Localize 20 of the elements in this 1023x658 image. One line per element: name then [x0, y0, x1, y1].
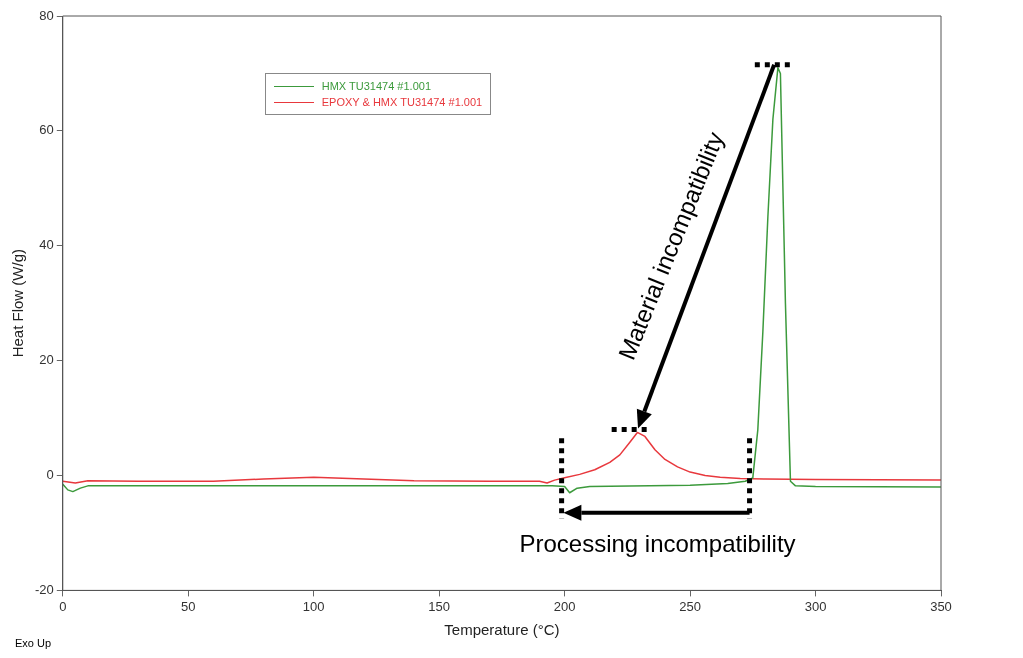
x-tick-label: 250: [679, 598, 701, 614]
y-tick-label: 40: [39, 237, 54, 253]
x-tick-label: 100: [302, 598, 325, 614]
x-tick-label: 350: [930, 598, 952, 614]
y-axis-title: Heat Flow (W/g): [9, 249, 27, 358]
x-tick-label: 300: [804, 598, 827, 614]
x-tick-label: 150: [428, 598, 451, 614]
y-tick-label: 20: [39, 352, 54, 368]
y-tick-label: 0: [46, 467, 54, 483]
x-tick-label: 50: [181, 598, 196, 614]
x-tick-label: 0: [59, 598, 67, 614]
legend-label: HMX TU31474 #1.001: [321, 80, 432, 93]
y-tick-label: 80: [39, 7, 54, 23]
x-axis-title: Temperature (°C): [444, 621, 560, 639]
y-tick-label: -20: [34, 581, 54, 597]
annotation: Processing incompatibility: [519, 530, 796, 559]
text: Exo Up: [15, 637, 52, 649]
y-tick-label: 60: [39, 122, 54, 138]
x-tick-label: 200: [553, 598, 576, 614]
legend-label: EPOXY & HMX TU31474 #1.001: [321, 96, 483, 109]
